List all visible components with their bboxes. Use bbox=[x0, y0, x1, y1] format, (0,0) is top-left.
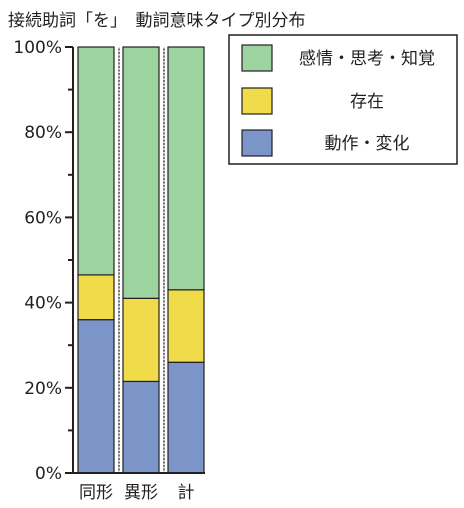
bar-segment bbox=[77, 319, 115, 474]
bar-segment bbox=[122, 46, 160, 299]
bar-segment bbox=[122, 297, 160, 383]
legend-swatch bbox=[241, 44, 273, 72]
legend-swatch bbox=[241, 87, 273, 115]
bar-segment bbox=[77, 46, 115, 276]
x-tick-label: 計 bbox=[178, 483, 195, 503]
bar-segment bbox=[167, 289, 205, 363]
y-tick-label: 40% bbox=[24, 294, 62, 314]
x-tick-label: 異形 bbox=[124, 483, 158, 503]
bar-segment bbox=[167, 361, 205, 474]
legend-label: 存在 bbox=[350, 92, 384, 112]
y-tick-label: 80% bbox=[24, 123, 62, 143]
legend-label: 動作・変化 bbox=[325, 134, 410, 154]
y-tick-label: 20% bbox=[24, 379, 62, 399]
y-tick-label: 0% bbox=[35, 464, 62, 484]
plot-area: 0% 20% 40% 60% 80% 100% 同形 異形計 bbox=[13, 38, 205, 503]
y-tick-label: 60% bbox=[24, 208, 62, 228]
bar-segment bbox=[77, 274, 115, 321]
x-tick-label: 同形 bbox=[79, 483, 113, 503]
bar-segment bbox=[167, 46, 205, 291]
legend-swatch bbox=[241, 129, 273, 157]
bar-segment bbox=[122, 380, 160, 474]
chart-title: 接続助詞「を」 動詞意味タイプ別分布 bbox=[8, 11, 306, 31]
y-tick-label: 100% bbox=[13, 38, 62, 58]
legend-label: 感情・思考・知覚 bbox=[299, 49, 435, 69]
